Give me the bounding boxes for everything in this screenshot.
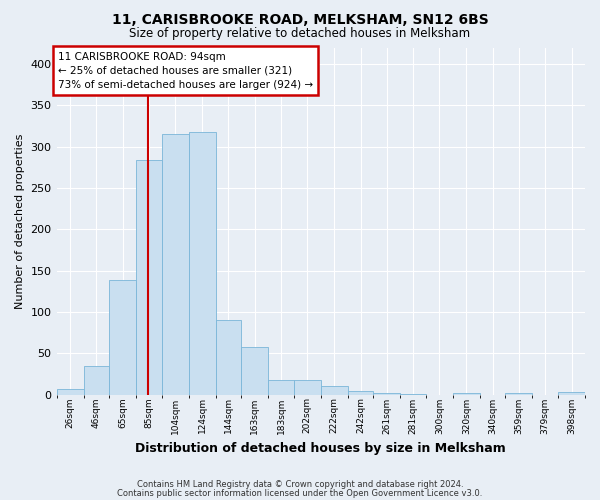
Text: 11 CARISBROOKE ROAD: 94sqm
← 25% of detached houses are smaller (321)
73% of sem: 11 CARISBROOKE ROAD: 94sqm ← 25% of deta… bbox=[58, 52, 313, 90]
Bar bbox=[558, 392, 585, 394]
Bar bbox=[268, 380, 294, 394]
Bar bbox=[136, 160, 161, 394]
Bar bbox=[215, 320, 241, 394]
Bar bbox=[188, 132, 215, 394]
Bar bbox=[348, 391, 373, 394]
Bar bbox=[373, 393, 400, 394]
Bar bbox=[161, 134, 188, 394]
Text: Contains HM Land Registry data © Crown copyright and database right 2024.: Contains HM Land Registry data © Crown c… bbox=[137, 480, 463, 489]
Y-axis label: Number of detached properties: Number of detached properties bbox=[15, 134, 25, 308]
Bar bbox=[109, 280, 136, 394]
Text: Contains public sector information licensed under the Open Government Licence v3: Contains public sector information licen… bbox=[118, 488, 482, 498]
Bar bbox=[505, 393, 532, 394]
Text: Size of property relative to detached houses in Melksham: Size of property relative to detached ho… bbox=[130, 28, 470, 40]
Bar bbox=[83, 366, 109, 394]
Bar bbox=[56, 388, 83, 394]
Bar bbox=[241, 348, 268, 395]
X-axis label: Distribution of detached houses by size in Melksham: Distribution of detached houses by size … bbox=[136, 442, 506, 455]
Bar bbox=[453, 393, 480, 394]
Bar bbox=[294, 380, 321, 394]
Text: 11, CARISBROOKE ROAD, MELKSHAM, SN12 6BS: 11, CARISBROOKE ROAD, MELKSHAM, SN12 6BS bbox=[112, 12, 488, 26]
Bar bbox=[321, 386, 348, 394]
